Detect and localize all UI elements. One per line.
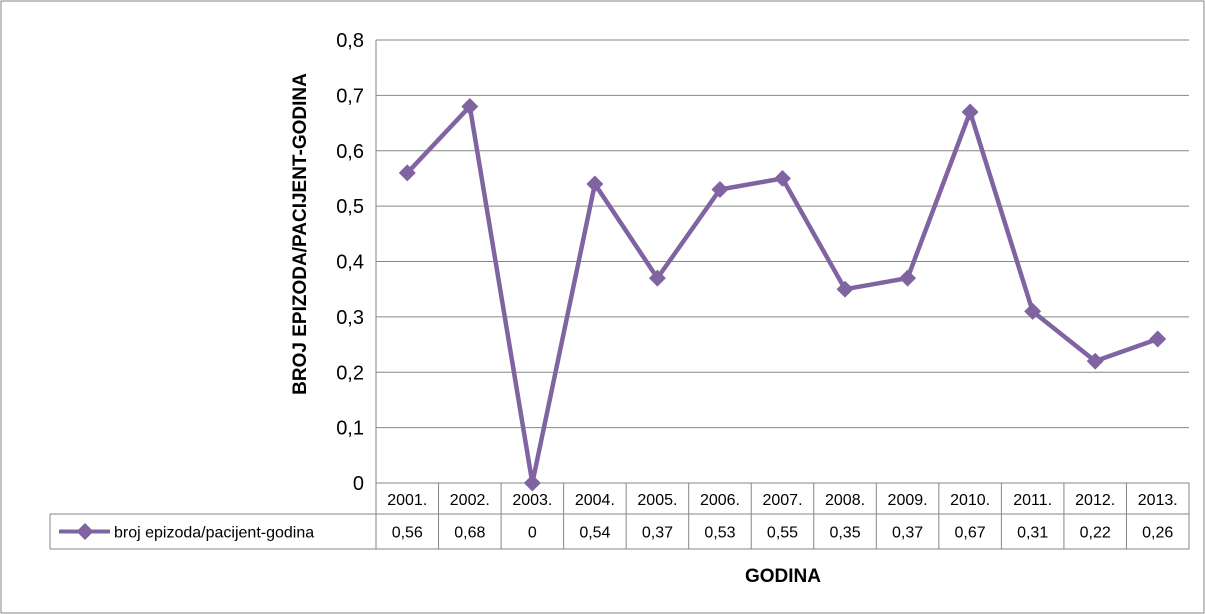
x-tick-label: 2010.: [950, 492, 990, 509]
table-value-cell: 0,37: [642, 525, 673, 542]
data-point: [711, 181, 729, 198]
x-tick-label: 2013.: [1138, 492, 1178, 509]
table-value-cell: 0,26: [1142, 525, 1173, 542]
y-tick-label: 0: [353, 473, 364, 495]
y-tick-label: 0,1: [336, 418, 364, 440]
x-tick-label: 2012.: [1075, 492, 1115, 509]
table-value-cell: 0,68: [454, 525, 485, 542]
y-tick-label: 0,4: [336, 252, 364, 274]
y-tick-label: 0,3: [336, 307, 364, 329]
table-value-cell: 0,54: [579, 525, 610, 542]
data-series: [398, 97, 1167, 492]
y-axis-ticks: 0 0,1 0,2 0,3 0,4 0,5 0,6 0,7 0,8: [336, 30, 364, 495]
table-value-cell: 0,31: [1017, 525, 1048, 542]
x-tick-label: 2006.: [700, 492, 740, 509]
y-tick-label: 0,6: [336, 141, 364, 163]
table-value-cell: 0,35: [829, 525, 860, 542]
y-tick-label: 0,2: [336, 362, 364, 384]
y-tick-label: 0,8: [336, 30, 364, 52]
data-point: [523, 474, 541, 492]
table-value-cell: 0,67: [955, 525, 986, 542]
data-point: [461, 97, 479, 115]
table-value-cell: 0: [528, 525, 537, 542]
table-value-cell: 0,37: [892, 525, 923, 542]
y-tick-label: 0,7: [336, 85, 364, 107]
x-tick-label: 2008.: [825, 492, 865, 509]
y-tick-label: 0,5: [336, 196, 364, 218]
data-point: [836, 280, 854, 298]
x-tick-label: 2003.: [512, 492, 552, 509]
x-tick-label: 2004.: [575, 492, 615, 509]
data-point: [961, 103, 979, 121]
table-value-cell: 0,53: [704, 525, 735, 542]
data-point: [774, 169, 791, 187]
legend-series-name: broj epizoda/pacijent-godina: [114, 525, 314, 542]
x-tick-label: 2007.: [762, 492, 802, 509]
x-axis-title: GODINA: [745, 566, 821, 587]
x-tick-label: 2005.: [637, 492, 677, 509]
data-point: [899, 269, 917, 287]
data-point: [648, 269, 666, 287]
data-table: 2001. 2002. 2003. 2004. 2005. 2006. 2007. 2008.…: [49, 482, 1190, 550]
data-point: [586, 175, 604, 193]
gridlines: [375, 39, 1189, 549]
data-point: [398, 164, 416, 182]
x-tick-label: 2011.: [1013, 492, 1052, 509]
table-value-cell: 0,56: [392, 525, 423, 542]
table-value-cell: 0,55: [767, 525, 798, 542]
legend-marker: [76, 523, 94, 540]
y-axis-title: BROJ EPIZODA/PACIJENT-GODINA: [290, 73, 311, 395]
x-tick-label: 2002.: [450, 492, 490, 509]
table-value-cell: 0,22: [1080, 525, 1111, 542]
x-tick-label: 2009.: [888, 492, 928, 509]
x-tick-label: 2001.: [387, 492, 427, 509]
